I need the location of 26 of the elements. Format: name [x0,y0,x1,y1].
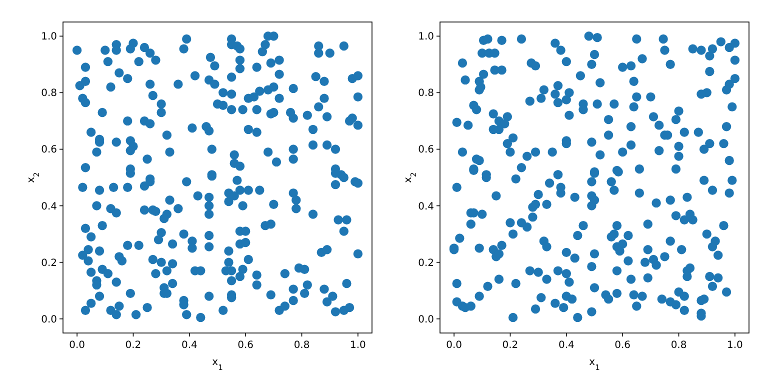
x-tick-label: 0.8 [670,340,687,351]
y-tick-label: 0.4 [418,201,434,212]
x-tick-label: 0.2 [125,340,142,351]
y-tick-label: 1.0 [418,32,434,43]
x-tick-label: 0.0 [69,340,85,351]
x-axis-title: x$_{1}$ [212,357,224,372]
y-tick-label: 1.0 [41,32,57,43]
x-tick-label: 0.4 [181,340,198,351]
y-tick-label: 0.4 [41,201,57,212]
x-tick-label: 0.2 [502,340,518,351]
x-axis-title: x$_{1}$ [589,357,600,372]
x-tick-label: 0.6 [238,340,254,351]
y-tick-label: 0.8 [418,88,434,100]
x-tick-label: 1.0 [350,340,366,351]
y-tick-label: 0.0 [41,314,57,326]
y-tick-label: 0.6 [41,144,57,156]
x-tick-label: 0.8 [294,340,310,351]
y-tick-label: 0.8 [41,88,57,100]
y-tick-label: 0.2 [418,258,434,269]
y-tick-label: 0.2 [41,258,57,269]
x-tick-label: 0.0 [446,340,462,351]
y-tick-label: 0.0 [418,314,434,326]
y-tick-label: 0.6 [418,144,434,156]
x-tick-label: 1.0 [727,340,743,351]
x-tick-label: 0.6 [614,340,631,351]
x-tick-label: 0.4 [558,340,574,351]
